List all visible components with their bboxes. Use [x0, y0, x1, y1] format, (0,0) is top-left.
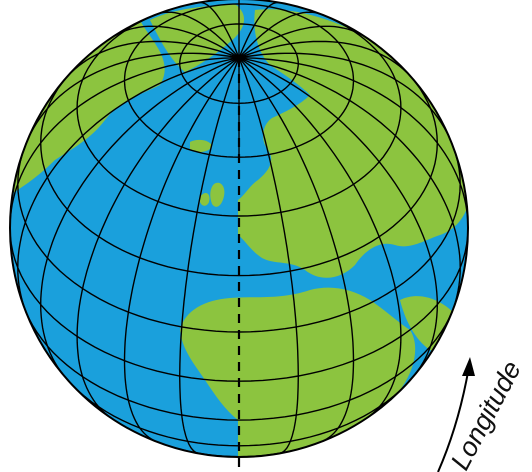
meridian-line	[123, 57, 240, 442]
meridian-line	[238, 11, 322, 59]
parallel-line	[76, 10, 402, 217]
parallel-line	[39, 76, 439, 277]
meridian-line	[238, 1, 279, 59]
graticule	[10, 0, 468, 457]
meridian-line	[238, 57, 461, 314]
sphere-outline	[9, 0, 469, 458]
meridian-line	[199, 1, 240, 59]
longitude-arrow	[437, 357, 475, 472]
land-central-america	[10, 300, 21, 360]
arrow-head-icon	[462, 357, 475, 376]
meridian-line	[39, 57, 240, 376]
land-ireland	[199, 192, 210, 206]
meridian-line	[114, 25, 240, 59]
meridian-line	[238, 57, 355, 442]
meridian-line	[156, 11, 240, 59]
meridian-line	[238, 25, 364, 59]
parallel-line	[24, 310, 454, 421]
longitude-label: Longitude	[445, 356, 527, 472]
meridian-line	[17, 57, 240, 314]
land-iceland	[190, 139, 212, 153]
meridian-line	[238, 57, 439, 376]
land-british-isles	[210, 182, 225, 207]
meridian-line	[238, 57, 300, 454]
meridian-line	[178, 57, 240, 454]
meridian-line	[238, 57, 402, 419]
meridian-line	[76, 57, 240, 419]
